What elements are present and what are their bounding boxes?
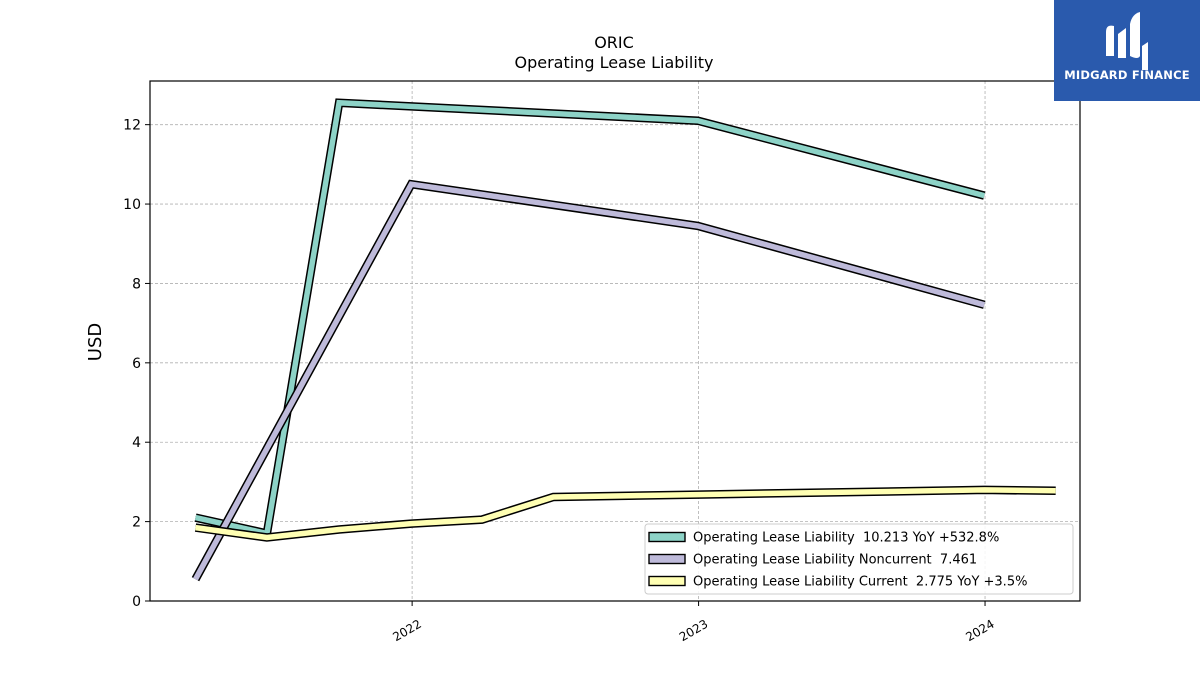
series-1-line — [194, 99, 985, 537]
chart-title: ORIC — [594, 33, 634, 52]
plot-frame — [149, 80, 1081, 602]
legend-swatch — [648, 553, 686, 565]
series-3-line — [195, 487, 1056, 541]
y-tick-label: 12 — [123, 118, 141, 134]
brand-logo: MIDGARD FINANCE — [1054, 0, 1200, 101]
y-tick-label: 4 — [132, 435, 141, 451]
chart-subtitle: Operating Lease Liability — [514, 53, 713, 72]
legend-label: Operating Lease Liability 10.213 YoY +53… — [693, 531, 999, 546]
y-tick-label: 10 — [123, 197, 141, 213]
legend-label: Operating Lease Liability Noncurrent 7.4… — [693, 553, 977, 568]
y-axis-label: USD — [85, 323, 106, 361]
x-tick-label: 2024 — [963, 617, 996, 644]
y-tick-label: 0 — [132, 594, 141, 610]
legend-label: Operating Lease Liability Current 2.775 … — [693, 575, 1027, 590]
grid — [150, 81, 1080, 601]
x-tick-label: 2023 — [677, 617, 710, 644]
legend-box — [644, 523, 1074, 595]
y-tick-label: 6 — [132, 356, 141, 372]
midgard-logo-icon — [1106, 12, 1148, 70]
series-layer — [191, 98, 1056, 582]
y-tick-label: 2 — [132, 515, 141, 531]
legend-swatch — [648, 531, 686, 543]
x-tick-label: 2022 — [390, 617, 423, 644]
brand-name: MIDGARD FINANCE — [1064, 68, 1190, 82]
legend: Operating Lease Liability 10.213 YoY +53… — [644, 523, 1074, 595]
y-tick-label: 8 — [132, 276, 141, 292]
legend-swatch — [648, 575, 686, 587]
series-2-line — [193, 181, 986, 581]
logo-background — [1054, 0, 1200, 101]
